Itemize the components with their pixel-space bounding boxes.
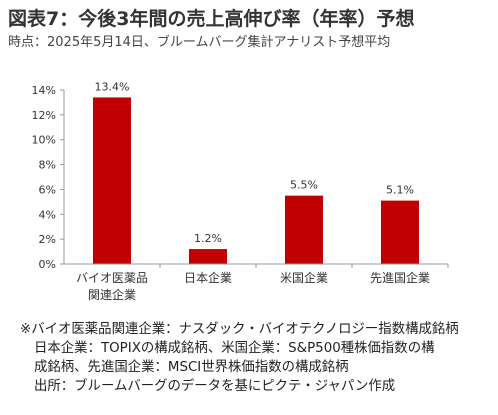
footnote-2: 日本企業：TOPIXの構成銘柄、米国企業：S&P500種株価指数の構 (34, 341, 435, 356)
chart-subtitle: 時点：2025年5月14日、ブルームバーグ集計アナリスト予想平均 (8, 35, 391, 50)
y-tick-label: 2% (39, 233, 56, 246)
bar (381, 200, 419, 264)
footnotes: ※バイオ医薬品関連企業：ナスダック・バイオテクノロジー指数構成銘柄 日本企業：T… (20, 320, 459, 396)
y-axis: 0% 2% 4% 6% 8% 10% 12% 14% (32, 84, 65, 271)
x-tick-label: 米国企業 (280, 270, 328, 285)
data-label: 5.5% (290, 179, 318, 192)
x-tick-label: バイオ医薬品 (76, 271, 148, 285)
data-label: 1.2% (194, 232, 222, 245)
bars-group: 13.4% 1.2% 5.5% 5.1% (93, 80, 419, 264)
footnote-1: ※バイオ医薬品関連企業：ナスダック・バイオテクノロジー指数構成銘柄 (20, 322, 459, 337)
x-tick-label: 先進国企業 (370, 270, 430, 285)
y-tick-label: 10% (32, 134, 56, 147)
bar-chart: 0% 2% 4% 6% 8% 10% 12% 14% 13.4% 1.2% 5.5% 5.1% バイ… (32, 80, 449, 302)
y-tick-label: 14% (32, 84, 56, 97)
chart-title: 図表7：今後3年間の売上高伸び率（年率）予想 (8, 8, 415, 30)
y-tick-label: 6% (39, 183, 56, 196)
y-tick-label: 4% (39, 208, 56, 221)
y-tick-label: 0% (39, 258, 56, 271)
data-label: 13.4% (95, 80, 130, 93)
footnote-4: 出所：ブルームバーグのデータを基にピクテ・ジャパン作成 (34, 379, 396, 394)
x-tick-label: 日本企業 (184, 270, 232, 285)
data-label: 5.1% (386, 184, 414, 197)
x-tick-label: 関連企業 (88, 287, 136, 302)
bar (189, 249, 227, 264)
footnote-3: 成銘柄、先進国企業：MSCI世界株価指数の構成銘柄 (34, 360, 349, 375)
y-tick-label: 12% (32, 109, 56, 122)
x-axis: バイオ医薬品関連企業 日本企業 米国企業 先進国企業 (64, 263, 449, 302)
bar (285, 195, 323, 264)
bar (93, 97, 131, 264)
y-tick-label: 8% (39, 159, 56, 172)
